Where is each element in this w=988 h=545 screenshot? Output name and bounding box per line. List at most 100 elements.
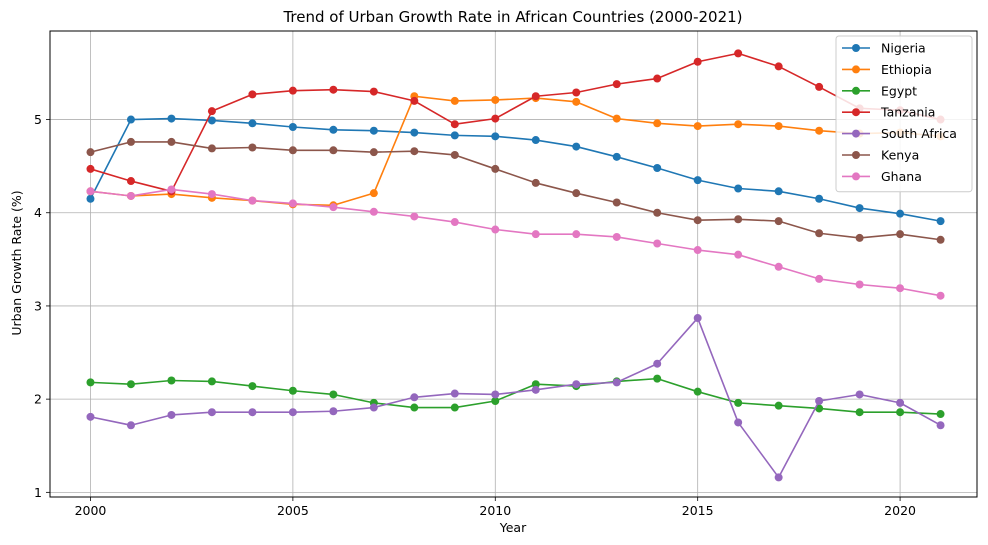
data-point-nigeria	[693, 176, 702, 185]
legend-swatch-marker	[852, 172, 860, 181]
data-point-tanzania	[369, 87, 378, 96]
data-point-egypt	[531, 380, 540, 389]
data-point-tanzania	[612, 80, 621, 89]
data-point-egypt	[167, 376, 176, 385]
data-point-nigeria	[167, 114, 176, 123]
data-point-south-africa	[491, 390, 500, 399]
legend-swatch-marker	[852, 151, 860, 159]
legend-label: Ghana	[881, 169, 922, 184]
series-line-nigeria	[89, 117, 941, 222]
legend-swatch-marker	[852, 86, 860, 95]
data-point-ethiopia	[815, 126, 824, 135]
data-point-ghana	[86, 187, 95, 196]
data-point-nigeria	[653, 164, 662, 173]
data-point-kenya	[329, 146, 338, 155]
series-line-ethiopia	[90, 95, 941, 207]
data-point-nigeria	[126, 115, 135, 124]
data-point-kenya	[167, 137, 176, 146]
data-point-south-africa	[653, 359, 662, 368]
data-point-egypt	[329, 390, 338, 399]
data-point-tanzania	[653, 74, 662, 83]
legend-swatch-marker	[852, 129, 860, 138]
data-point-tanzania	[572, 88, 581, 97]
data-point-south-africa	[329, 407, 338, 416]
data-point-south-africa	[248, 408, 257, 417]
data-point-south-africa	[936, 421, 945, 430]
data-point-kenya	[369, 148, 378, 157]
data-point-nigeria	[248, 119, 257, 128]
data-point-south-africa	[572, 380, 581, 389]
legend-label: South Africa	[881, 126, 957, 141]
y-tick-label: 2	[34, 392, 42, 407]
data-point-egypt	[207, 377, 216, 386]
legend-label: Egypt	[881, 83, 917, 98]
data-point-kenya	[896, 230, 905, 239]
x-tick-label: 2010	[479, 503, 511, 518]
data-point-ghana	[288, 199, 297, 208]
data-point-kenya	[410, 147, 419, 156]
data-point-nigeria	[207, 116, 216, 125]
data-point-ghana	[855, 280, 864, 289]
legend-item-tanzania: Tanzania	[842, 105, 935, 120]
data-point-kenya	[734, 215, 743, 224]
data-point-egypt	[734, 398, 743, 407]
data-point-egypt	[288, 386, 297, 395]
data-point-kenya	[815, 229, 824, 238]
data-point-tanzania	[288, 86, 297, 95]
data-point-nigeria	[86, 194, 95, 203]
y-tick-label: 4	[34, 205, 42, 220]
data-point-ghana	[126, 191, 135, 200]
data-point-nigeria	[815, 194, 824, 203]
data-point-egypt	[450, 403, 459, 412]
data-point-egypt	[693, 387, 702, 396]
y-tick-label: 5	[34, 112, 42, 127]
data-point-ethiopia	[572, 97, 581, 106]
data-point-nigeria	[369, 126, 378, 135]
data-point-ethiopia	[491, 95, 500, 104]
data-point-tanzania	[126, 177, 135, 186]
data-point-egypt	[410, 403, 419, 412]
data-point-ethiopia	[369, 189, 378, 198]
data-point-kenya	[288, 146, 297, 155]
data-point-ethiopia	[612, 114, 621, 123]
data-point-tanzania	[774, 62, 783, 71]
data-point-ethiopia	[774, 122, 783, 131]
data-point-egypt	[126, 380, 135, 389]
data-point-kenya	[855, 233, 864, 242]
data-point-ghana	[248, 196, 257, 205]
data-point-egypt	[936, 410, 945, 419]
data-point-ghana	[167, 185, 176, 194]
data-point-south-africa	[896, 398, 905, 407]
data-point-south-africa	[207, 408, 216, 417]
data-point-ghana	[936, 291, 945, 300]
data-point-egypt	[855, 408, 864, 417]
data-point-south-africa	[855, 390, 864, 399]
series-kenya	[86, 137, 945, 244]
series-line-south-africa	[90, 317, 941, 479]
data-point-nigeria	[572, 142, 581, 151]
data-point-nigeria	[410, 128, 419, 137]
data-point-kenya	[572, 189, 581, 198]
series-nigeria	[86, 114, 945, 226]
data-point-kenya	[86, 148, 95, 157]
data-point-tanzania	[491, 114, 500, 123]
data-point-south-africa	[126, 421, 135, 430]
series-line-kenya	[90, 141, 941, 241]
data-point-egypt	[653, 374, 662, 383]
data-point-kenya	[531, 178, 540, 187]
data-point-ghana	[572, 230, 581, 239]
x-tick-label: 2015	[682, 503, 714, 518]
data-point-ghana	[896, 284, 905, 293]
data-point-egypt	[774, 401, 783, 410]
data-point-nigeria	[531, 136, 540, 145]
data-point-ghana	[531, 230, 540, 239]
data-point-nigeria	[491, 132, 500, 141]
data-point-kenya	[653, 208, 662, 217]
data-point-south-africa	[693, 314, 702, 323]
data-point-kenya	[450, 150, 459, 159]
x-tick-label: 2005	[277, 503, 309, 518]
data-point-nigeria	[855, 204, 864, 213]
data-point-nigeria	[734, 184, 743, 193]
